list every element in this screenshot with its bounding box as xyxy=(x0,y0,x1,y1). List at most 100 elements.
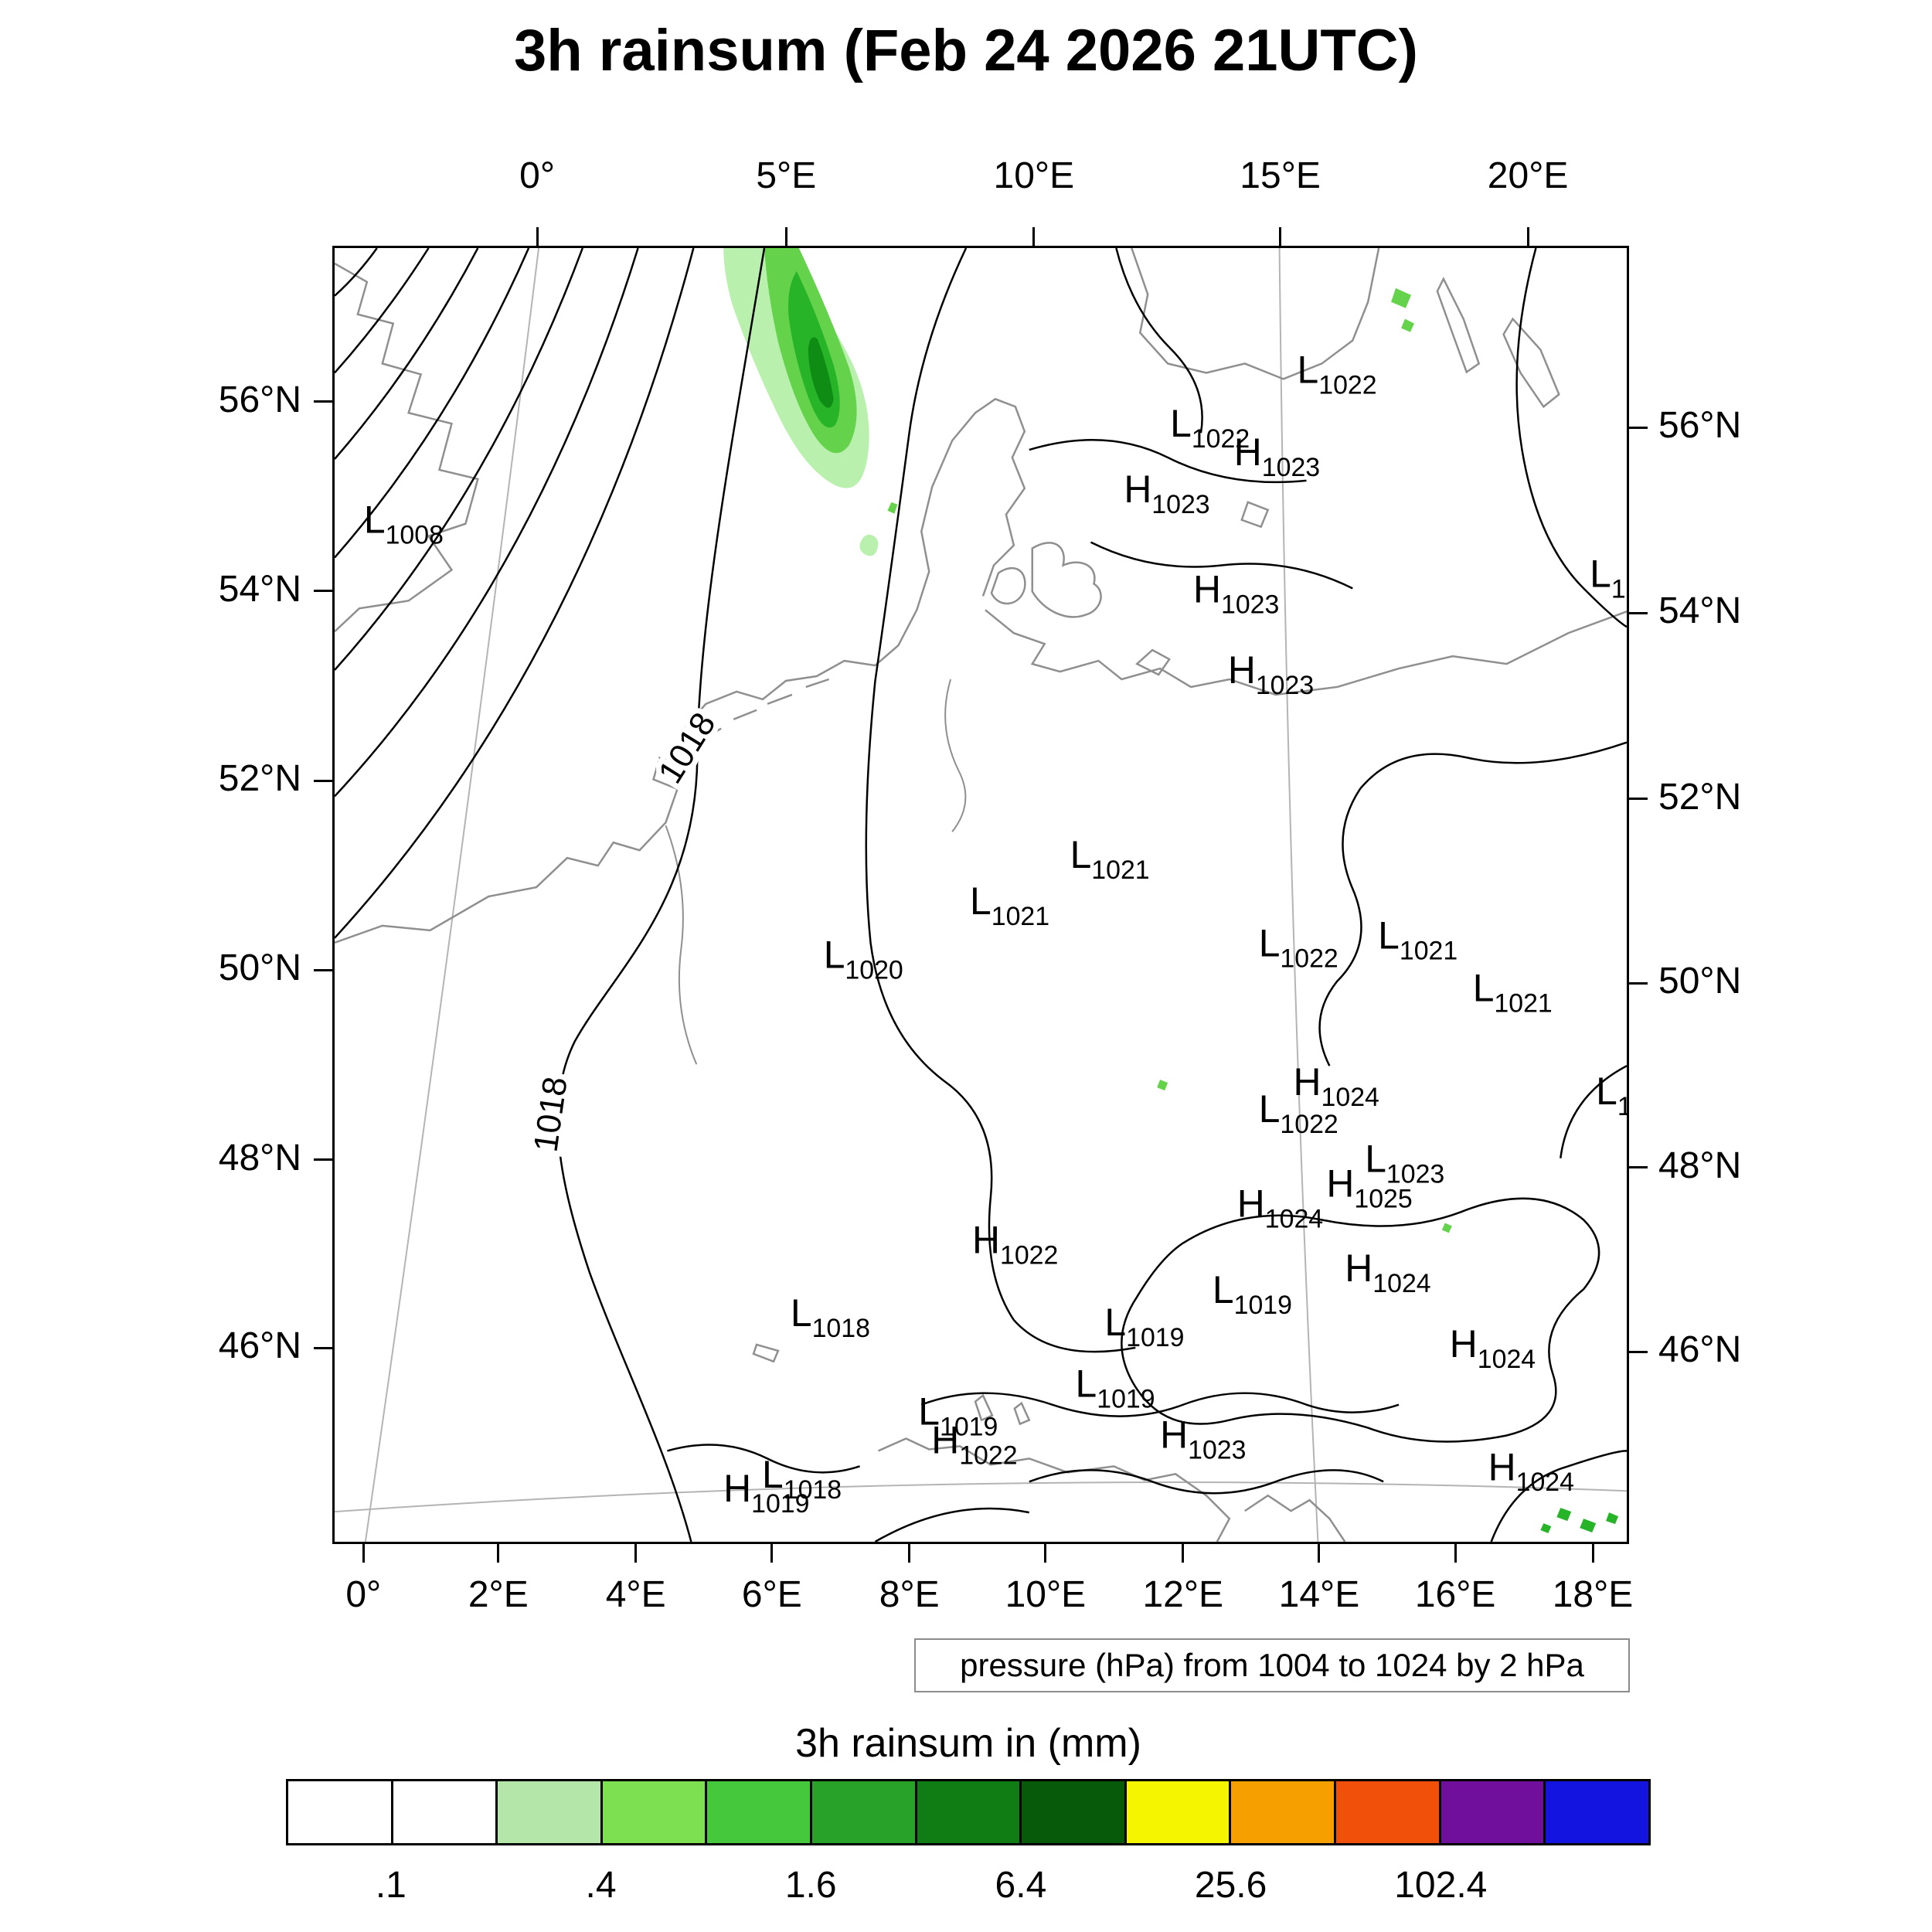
axis-tick xyxy=(314,779,332,782)
colorbar-segment xyxy=(1124,1781,1230,1843)
axis-tick-label-right: 56°N xyxy=(1658,405,1742,447)
isobar xyxy=(1029,439,1307,484)
isobar xyxy=(335,248,430,374)
isobar-value-label: 1018 xyxy=(651,706,723,791)
isobar xyxy=(335,248,584,671)
rain-area xyxy=(1540,1523,1552,1534)
axis-tick xyxy=(1279,227,1282,246)
pressure-center-l-1008: L1008 xyxy=(364,498,444,550)
river xyxy=(944,679,967,832)
coastline xyxy=(1031,542,1102,618)
isobar xyxy=(335,248,479,460)
colorbar-segment xyxy=(1543,1781,1648,1843)
axis-tick xyxy=(1629,611,1648,614)
colorbar-label: 25.6 xyxy=(1194,1865,1267,1906)
graticule-line xyxy=(364,248,540,1542)
axis-tick-label-top: 15°E xyxy=(1240,155,1321,196)
isobar xyxy=(1090,541,1353,590)
pressure-center-l-1020: L1020 xyxy=(824,934,903,985)
axis-tick xyxy=(1318,1544,1321,1563)
map-plot-frame: 1018 1018 L1008 L1022 L1022 H1023 H1023 H1023 H… xyxy=(332,246,1629,1544)
isobars xyxy=(335,248,1627,1542)
coastline xyxy=(1135,648,1171,676)
isobar xyxy=(1490,1450,1627,1542)
rain-area xyxy=(1606,1512,1619,1525)
axis-tick-label-bottom: 10°E xyxy=(1005,1574,1087,1615)
rain-area xyxy=(859,534,879,556)
isobar xyxy=(335,248,378,297)
page-title: 3h rainsum (Feb 24 2026 21UTC) xyxy=(514,18,1418,83)
pressure-center-l-1019: L1019 xyxy=(1104,1301,1184,1352)
lake xyxy=(1013,1401,1031,1426)
pressure-center-h-1024: H1024 xyxy=(1450,1322,1536,1374)
pressure-center-l-1023: L1023 xyxy=(1365,1138,1444,1189)
pressure-center-l-1021: L1021 xyxy=(970,879,1049,931)
pressure-center-l-1019: L1019 xyxy=(1076,1362,1155,1414)
coastline xyxy=(1240,501,1270,529)
pressure-center-l-1019: L1019 xyxy=(1213,1268,1292,1320)
isobar xyxy=(1515,248,1627,628)
colorbar-label: 1.6 xyxy=(784,1865,837,1906)
coastline xyxy=(652,757,684,791)
axis-tick-label-bottom: 6°E xyxy=(741,1574,802,1615)
axis-tick xyxy=(1526,227,1529,246)
rain-area xyxy=(1556,1508,1572,1522)
coastline xyxy=(1502,317,1560,409)
isobar xyxy=(1115,248,1203,434)
isobar xyxy=(335,248,639,798)
pressure-center-h-1024: H1024 xyxy=(1237,1182,1323,1234)
colorbar-segment xyxy=(705,1781,811,1843)
isobar xyxy=(920,1392,1400,1417)
axis-tick-label-top: 5°E xyxy=(756,155,817,196)
colorbar-label: .4 xyxy=(585,1865,617,1906)
isobar xyxy=(667,1444,860,1474)
axis-tick xyxy=(1044,1544,1047,1563)
rain-area xyxy=(1441,1223,1452,1233)
axis-tick-label-bottom: 12°E xyxy=(1142,1574,1224,1615)
axis-tick-label-right: 50°N xyxy=(1658,961,1742,1002)
rain-area xyxy=(887,502,898,514)
axis-tick-label-top: 20°E xyxy=(1487,155,1569,196)
isobar xyxy=(1318,741,1627,1066)
colorbar-label: 102.4 xyxy=(1394,1865,1488,1906)
axis-tick xyxy=(1032,227,1036,246)
axis-tick xyxy=(1629,1166,1648,1169)
axis-tick-label-bottom: 2°E xyxy=(468,1574,529,1615)
isobar xyxy=(335,248,695,939)
isobar xyxy=(874,1507,1030,1542)
graticule xyxy=(335,248,1627,1542)
isobar-1018 xyxy=(556,248,766,1542)
axis-tick xyxy=(314,590,332,593)
colorbar-title: 3h rainsum in (mm) xyxy=(795,1721,1141,1766)
colorbar-segment xyxy=(1438,1781,1544,1843)
coastline xyxy=(697,678,830,742)
pressure-center-l-1021: L1021 xyxy=(1070,833,1150,885)
river xyxy=(665,825,698,1065)
colorbar-segment xyxy=(1229,1781,1335,1843)
isobar-value-label: 1018 xyxy=(527,1074,575,1154)
rain-area xyxy=(1401,318,1414,332)
coastline xyxy=(1244,1494,1346,1542)
axis-tick-label-right: 54°N xyxy=(1658,590,1742,632)
coastline xyxy=(985,609,1627,696)
isobar xyxy=(865,248,1136,1353)
weather-map: 1018 1018 L1008 L1022 L1022 H1023 H1023 H1023 H… xyxy=(335,248,1627,1542)
axis-tick xyxy=(770,1544,774,1563)
axis-tick xyxy=(1629,426,1648,429)
axis-tick xyxy=(1629,981,1648,985)
pressure-center-h-1023: H1023 xyxy=(1124,468,1209,519)
axis-tick xyxy=(1629,1350,1648,1353)
rain-areas xyxy=(723,248,1619,1534)
axis-tick-label-right: 48°N xyxy=(1658,1145,1742,1186)
axis-tick-label-left: 50°N xyxy=(218,947,301,989)
pressure-center-l-10: L10 xyxy=(1596,1070,1627,1121)
axis-tick-label-bottom: 16°E xyxy=(1414,1574,1496,1615)
coastline xyxy=(335,262,479,633)
axis-tick xyxy=(314,400,332,403)
axis-tick-label-bottom: 4°E xyxy=(605,1574,666,1615)
colorbar-segment xyxy=(495,1781,600,1843)
colorbar xyxy=(286,1779,1651,1845)
graticule-line xyxy=(335,1481,1627,1513)
colorbar-segment xyxy=(390,1781,496,1843)
isobar xyxy=(1560,1065,1627,1158)
